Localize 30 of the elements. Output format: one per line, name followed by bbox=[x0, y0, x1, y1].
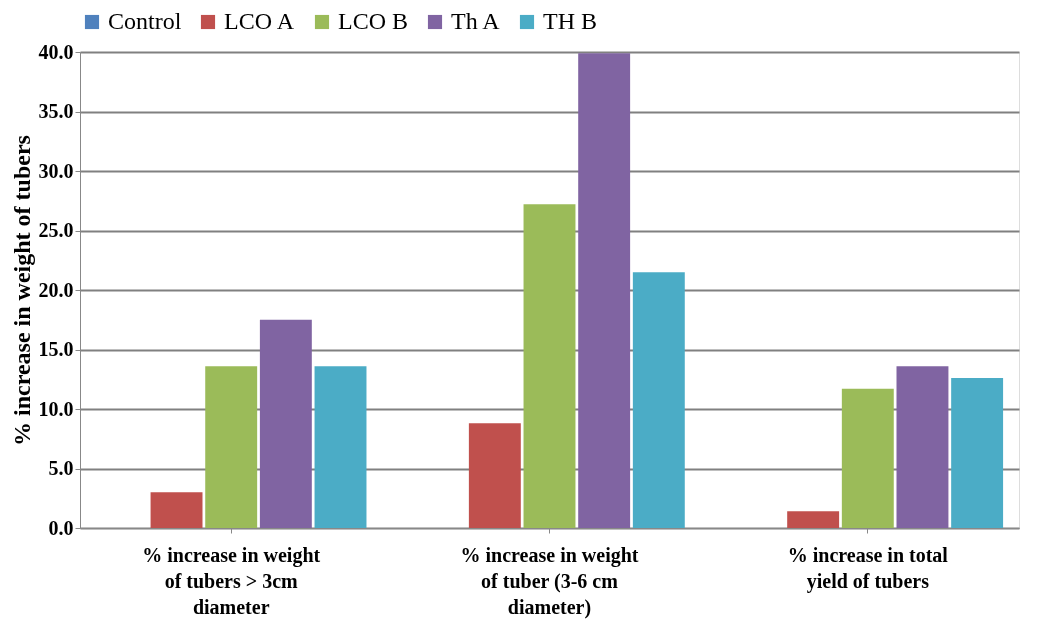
bar bbox=[787, 511, 840, 528]
y-tick-label: 30.0 bbox=[38, 159, 74, 182]
bar bbox=[951, 378, 1004, 528]
legend-label: TH B bbox=[543, 8, 597, 34]
bar bbox=[259, 319, 312, 528]
legend-label: LCO B bbox=[338, 8, 409, 34]
bar bbox=[314, 366, 367, 528]
bar bbox=[205, 366, 258, 528]
bar bbox=[578, 53, 631, 528]
bar bbox=[896, 366, 949, 528]
bar bbox=[841, 388, 894, 528]
bar bbox=[632, 272, 685, 528]
y-tick-label: 25.0 bbox=[38, 219, 74, 241]
y-tick-label: 40.0 bbox=[38, 40, 74, 63]
x-tick-label: % increase in weight of tubers > 3cm diameter bbox=[142, 543, 321, 618]
y-tick-label: 15.0 bbox=[38, 338, 74, 360]
y-tick-label: 0.0 bbox=[48, 516, 74, 539]
y-tick-label: 10.0 bbox=[38, 397, 74, 420]
x-tick-label: % increase in total yield of tubers bbox=[787, 543, 949, 593]
bar bbox=[150, 492, 203, 528]
y-tick-label: 5.0 bbox=[48, 457, 74, 479]
legend-label: Control bbox=[108, 8, 182, 34]
x-tick-label: % increase in weight of tuber (3-6 cm diameter) bbox=[460, 543, 639, 619]
y-tick-label: 35.0 bbox=[38, 100, 74, 122]
bar bbox=[468, 423, 521, 528]
legend-label: LCO A bbox=[224, 8, 295, 34]
y-tick-label: 20.0 bbox=[38, 278, 74, 301]
legend-label: Th A bbox=[451, 8, 501, 34]
y-axis-title: % increase in weight of tubers bbox=[8, 135, 35, 446]
bar bbox=[523, 204, 576, 528]
